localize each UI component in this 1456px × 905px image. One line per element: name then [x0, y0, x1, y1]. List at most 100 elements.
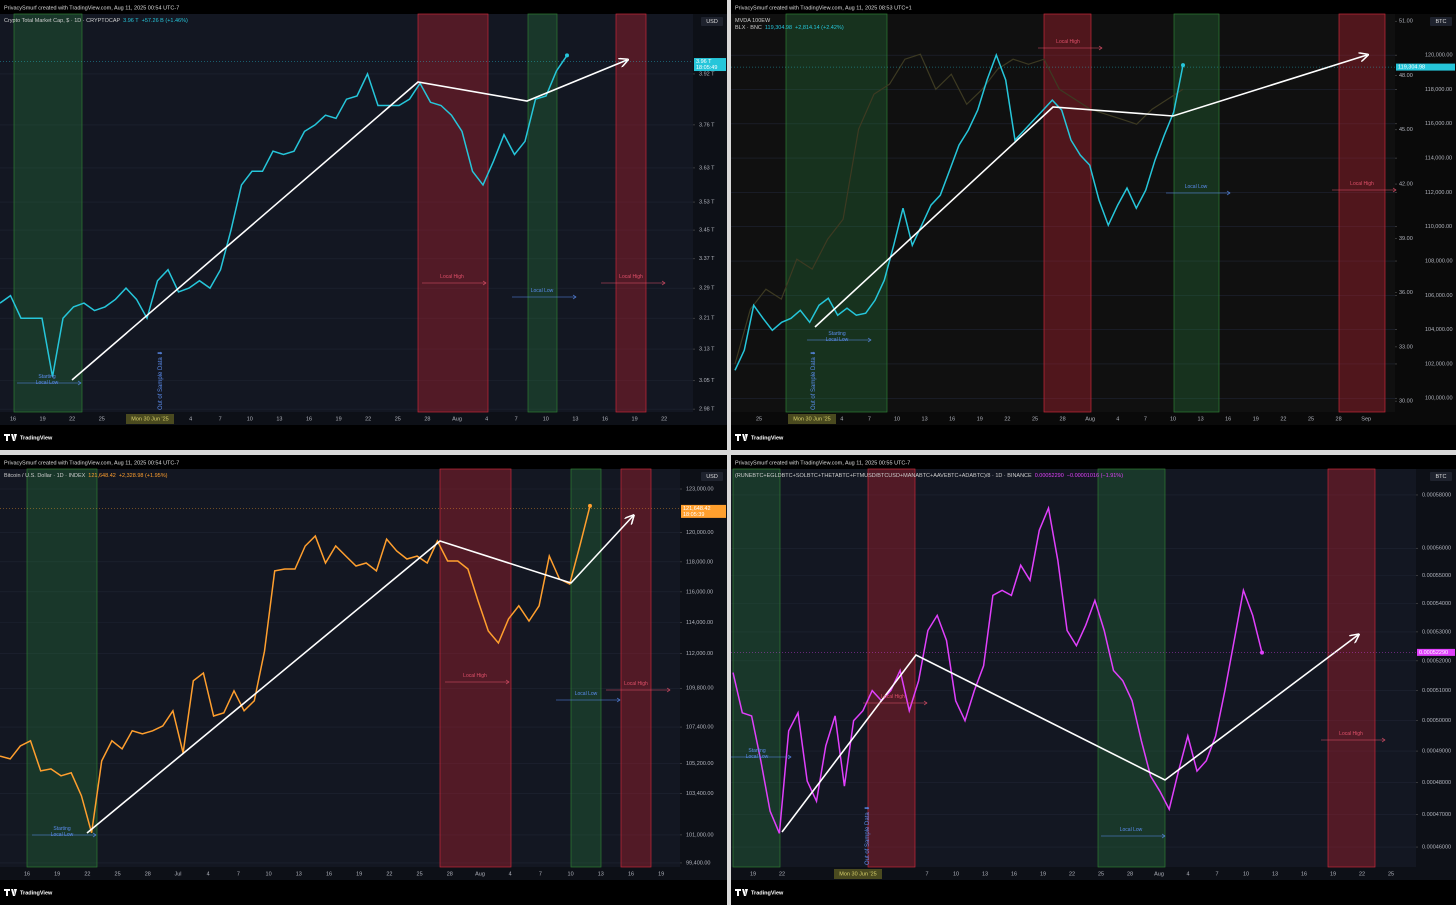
x-tick-label: Aug: [475, 871, 485, 877]
header-bar: [731, 0, 1456, 14]
y-tick-label: 108,000.00: [1425, 258, 1453, 264]
x-tick-label: 13: [276, 416, 282, 422]
header-bar: [0, 0, 727, 14]
y-tick-label: 112,000.00: [686, 651, 713, 657]
footer: [731, 425, 1456, 450]
last-price: 0.00052290: [1035, 473, 1064, 479]
x-tick-label: 28: [447, 871, 453, 877]
green-zone: [527, 13, 558, 413]
x-tick-label: 16: [628, 871, 634, 877]
x-tick-label: 16: [949, 416, 955, 422]
x-tick-label: 7: [539, 871, 542, 877]
last-point: [565, 53, 569, 58]
y-tick-label: 116,000.00: [686, 589, 713, 595]
last-price: 121,648.42: [88, 473, 116, 479]
price-line: [732, 505, 1263, 834]
y-tick-label: 3.13 T: [699, 347, 715, 353]
x-tick-label: 4: [207, 871, 210, 877]
red-zone: [1338, 13, 1386, 413]
x-tick-label: 16: [10, 416, 16, 422]
x-tick-label: 4: [189, 416, 192, 422]
x-tick-label: 13: [296, 871, 302, 877]
zone-label: Local Low: [1119, 827, 1143, 833]
y-tick-label: 0.00048000: [1422, 780, 1451, 786]
symbol-name: BLX · BNC: [735, 25, 762, 31]
out-of-sample-label: Out of Sample Data ⬇: [811, 350, 817, 410]
y-tick-label: 3.37 T: [699, 256, 715, 262]
y-tick-label: 3.63 T: [699, 165, 715, 171]
x-tick-label: 4: [840, 416, 843, 422]
x-tick-label: 22: [1069, 871, 1075, 877]
unit-box: [701, 17, 723, 26]
y-tick-label: 33.00: [1399, 344, 1413, 350]
y-tick-label: 36.00: [1399, 290, 1413, 296]
zone-label: Starting Local Low: [825, 331, 849, 343]
countdown: 18:05:39: [683, 512, 704, 518]
price-change: +57.26 B (+1.46%): [142, 18, 188, 24]
header-title: PrivacySmurf created with TradingView.co…: [735, 460, 910, 466]
price-box: [694, 58, 726, 72]
x-tick-label: Jul: [174, 871, 181, 877]
zone-label-tip: [787, 754, 792, 760]
y-tick-label: 45.00: [1399, 127, 1413, 133]
x-tick-label: 16: [1011, 871, 1017, 877]
x-tick-label: 4: [485, 416, 488, 422]
chart-panel: PrivacySmurf created with TradingView.co…: [731, 455, 1456, 905]
x-tick-label: 22: [1004, 416, 1010, 422]
x-tick-label: 25: [756, 416, 762, 422]
y-tick-label: 0.00058000: [1422, 492, 1451, 498]
plot-area: [731, 469, 1416, 867]
red-zone: [439, 468, 512, 868]
price-box-label: 0.00052290: [1419, 650, 1448, 656]
countdown: 18:05:49: [696, 65, 717, 71]
y-tick-label: 3.21 T: [699, 316, 715, 322]
x-tick-label: 4: [1186, 871, 1189, 877]
x-tick-label: Aug: [1154, 871, 1164, 877]
zone-label: Starting Local Low: [745, 748, 769, 760]
y-tick-label: 0.00056000: [1422, 546, 1451, 552]
x-tick-label: 19: [1253, 416, 1259, 422]
zone-label-tip: [923, 700, 928, 706]
x-tick-label: 22: [386, 871, 392, 877]
last-point: [1260, 650, 1264, 655]
last-price: 119,304.98: [765, 25, 792, 31]
x-tick-label: 25: [1388, 871, 1394, 877]
green-zone: [13, 13, 83, 413]
y-tick-label: 3.05 T: [699, 378, 715, 384]
x-tick-label: 10: [543, 416, 549, 422]
green-zone: [1097, 468, 1166, 868]
x-tick-label: 19: [336, 416, 342, 422]
price-box-label: 119,304.98: [1398, 65, 1425, 71]
brand-name: TradingView: [751, 435, 784, 441]
zone-label-tip: [1098, 45, 1103, 51]
x-tick-label: 19: [977, 416, 983, 422]
zone-label: Local Low: [530, 288, 554, 294]
y-tick-label: 102,000.00: [1425, 361, 1453, 367]
cursor-date: Mon 30 Jun '25: [793, 416, 830, 422]
y-tick-label: 123,000.00: [686, 486, 714, 492]
zone-label: Local Low: [574, 691, 598, 697]
x-tick-label: 7: [237, 871, 240, 877]
zone-label-tip: [661, 280, 666, 286]
price-line: [0, 54, 568, 377]
price-line: [734, 53, 1184, 365]
chart: PrivacySmurf created with TradingView.co…: [731, 0, 1456, 450]
x-tick-label: 4: [509, 871, 512, 877]
x-tick-label: 22: [84, 871, 90, 877]
y-tick-label: 114,000.00: [1425, 156, 1452, 162]
x-tick-label: 19: [1330, 871, 1336, 877]
zone-label-tip: [1161, 833, 1166, 839]
y-tick-label: 0.00052000: [1422, 658, 1451, 664]
footer: [0, 880, 727, 905]
cursor-date-box: [834, 869, 882, 879]
price-change: +2,814.14 (+2.42%): [795, 25, 844, 31]
price-box: [1396, 63, 1455, 71]
legend-line: Crypto Total Market Cap, $ · 1D · CRYPTO…: [4, 18, 188, 24]
y-tick-label: 101,000.00: [686, 832, 714, 838]
zone-label-tip: [1381, 737, 1386, 743]
y-tick-label: 3.92 T: [699, 71, 715, 77]
zone-label-tip: [616, 697, 621, 703]
price-line: [0, 505, 591, 833]
x-tick-label: 19: [632, 416, 638, 422]
zone-label: Starting Local Low: [35, 374, 59, 386]
